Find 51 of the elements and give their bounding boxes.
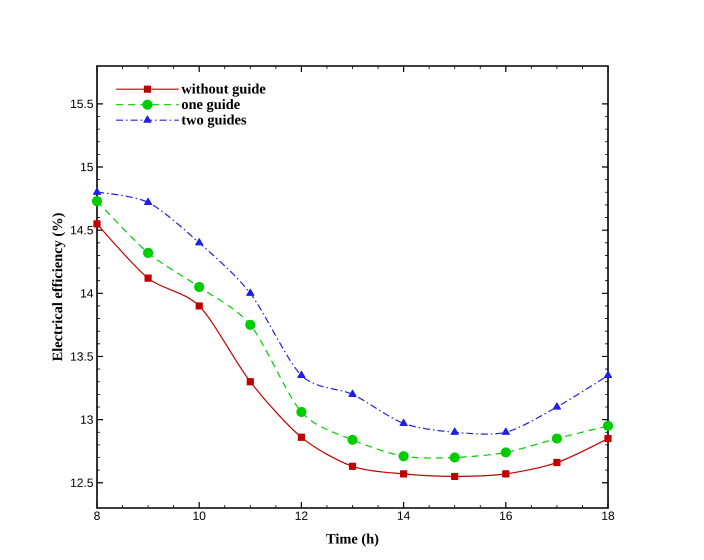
point [500,447,511,458]
x-tick-label: 8 [94,512,100,520]
point [604,370,612,378]
point [93,220,101,228]
point [450,428,459,435]
point [602,420,614,432]
point [144,198,152,205]
y-tick-label: 14.5 [71,226,93,234]
point [348,390,357,397]
point [348,462,356,470]
point [143,248,154,258]
x-tick-label: 14 [398,512,410,520]
point [245,320,256,330]
point [400,470,408,478]
point [194,282,204,292]
point [502,470,510,478]
y-tick-label: 14 [81,289,94,298]
y-tick-label: 13 [81,415,93,424]
legend-label: one guide [182,98,240,112]
point [450,452,460,463]
point [195,238,204,246]
point [196,302,203,310]
x-tick-label: 16 [500,512,512,520]
point [552,433,562,444]
point [604,434,612,442]
x-tick-label: 18 [602,512,614,520]
point [398,451,409,462]
x-tick-label: 10 [193,512,206,520]
point [347,434,358,445]
y-tick-label: 15 [81,162,93,172]
point [246,378,254,386]
point [298,434,306,441]
point [296,406,307,418]
y-tick-label: 12.5 [71,478,93,487]
legend-label: without guide [181,83,266,97]
y-tick-label: 15.5 [71,100,93,108]
point [297,370,306,378]
point [502,428,510,435]
point [144,274,152,282]
legend-label: two guides [182,114,246,128]
y-tick-label: 13.5 [71,352,93,361]
point [92,188,102,195]
point [400,418,408,426]
point [246,288,254,296]
point [553,458,561,466]
point [451,472,458,480]
x-axis-title: Time (h) [326,534,378,547]
x-tick-label: 12 [296,512,308,520]
point [92,196,102,206]
point [552,402,561,410]
y-axis-title: Electrical efficiency (%) [52,213,66,362]
